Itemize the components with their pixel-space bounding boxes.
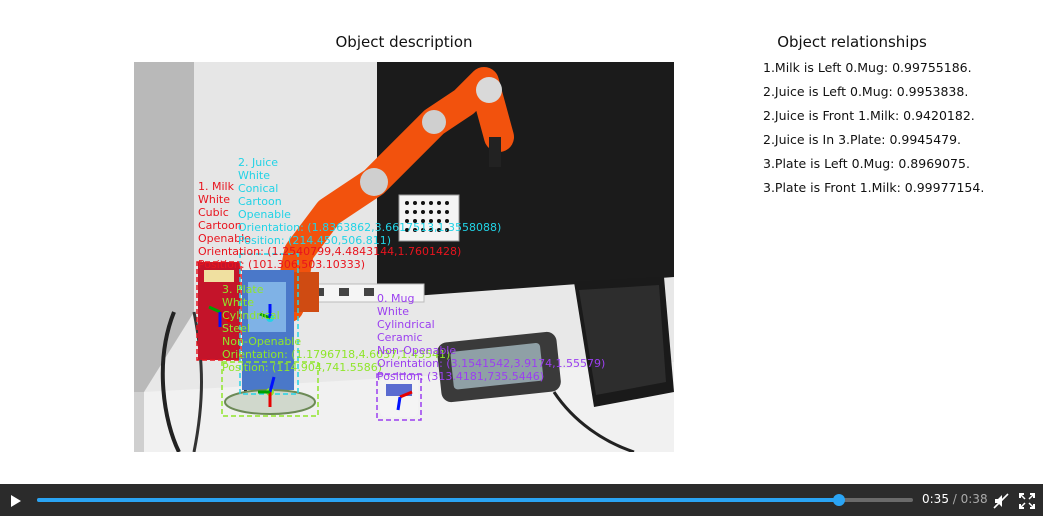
relationship-item: 2.Juice is Front 1.Milk: 0.9420182. [763, 108, 975, 123]
milk-line: Orientation: (1.2540799,4.4843144,1.7601… [198, 245, 461, 258]
time-separator: / [948, 492, 961, 506]
plate-label: 3. Plate White Cylindrical Steel Non-Ope… [222, 283, 454, 374]
juice-label: 2. Juice White Conical Cartoon Openable … [238, 156, 505, 247]
mug-line: 0. Mug [377, 292, 414, 305]
relationship-item: 3.Plate is Front 1.Milk: 0.99977154. [763, 180, 985, 195]
milk-line: Openable [198, 232, 251, 245]
plate-line: Non-Openable [222, 335, 301, 348]
mug-line: White [377, 305, 409, 318]
video-controls: 0:35 / 0:38 [0, 484, 1043, 516]
mug-line: Non-Openable [377, 344, 456, 357]
milk-line: Position: (101.306,503.10333) [198, 258, 365, 271]
fullscreen-button[interactable] [1019, 493, 1035, 509]
plate-line: Steel [222, 322, 250, 335]
juice-line: Openable [238, 208, 291, 221]
mug-axes [396, 390, 413, 411]
relationship-list: 1.Milk is Left 0.Mug: 0.99755186. 2.Juic… [763, 59, 984, 203]
plate-line: White [222, 296, 254, 309]
mug-line: Cylindrical [377, 318, 435, 331]
current-time: 0:35 [922, 492, 949, 506]
mug-label: 0. Mug White Cylindrical Ceramic Non-Ope… [377, 292, 609, 383]
milk-line: 1. Milk [198, 180, 235, 193]
mute-button[interactable] [993, 493, 1009, 509]
mug-line: Ceramic [377, 331, 423, 344]
milk-label: 1. Milk White Cubic Cartoon Openable Ori… [198, 180, 465, 271]
relationship-item: 2.Juice is In 3.Plate: 0.9945479. [763, 132, 962, 147]
plate-line: Cylindrical [222, 309, 280, 322]
relationship-item: 2.Juice is Left 0.Mug: 0.9953838. [763, 84, 969, 99]
milk-axes [208, 305, 232, 327]
relationship-item: 1.Milk is Left 0.Mug: 0.99755186. [763, 60, 972, 75]
fullscreen-icon [1019, 493, 1035, 509]
play-icon [11, 495, 21, 507]
time-display: 0:35 / 0:38 [922, 492, 988, 506]
mug-line: Orientation: (3.1541542,3.9174,1.55579) [377, 357, 605, 370]
progress-fill [37, 498, 839, 502]
scene-illustration [134, 62, 674, 452]
progress-thumb[interactable] [832, 494, 845, 506]
progress-bar[interactable] [37, 494, 913, 506]
object-labels: 1. Milk White Cubic Cartoon Openable Ori… [198, 156, 609, 383]
duration: 0:38 [960, 492, 988, 506]
plate-line: Position: (114.904,741.5586) [222, 361, 382, 374]
plate-line: 3. Plate [222, 283, 264, 296]
volume-muted-icon [993, 493, 1009, 509]
juice-line: Position: (214.450,506.811) [238, 234, 391, 247]
milk-line: Cubic [198, 206, 229, 219]
juice-line: White [238, 169, 270, 182]
juice-line: 2. Juice [238, 156, 278, 169]
plate-line: Orientation: (1.1796718,4.6037,1.43541) [222, 348, 450, 361]
milk-line: White [198, 193, 230, 206]
mug-line: Position: (313.4181,735.5446) [377, 370, 544, 383]
juice-line: Conical [238, 182, 278, 195]
object-description-title: Object description [335, 33, 473, 51]
juice-axes [259, 304, 274, 322]
object-relationships-title: Object relationships [777, 33, 927, 51]
relationship-item: 3.Plate is Left 0.Mug: 0.8969075. [763, 156, 970, 171]
play-button[interactable] [6, 492, 24, 510]
video-frame: Object description Object relationships [134, 33, 985, 452]
juice-line: Orientation: (1.8363862,3.6617513,1.3558… [238, 221, 501, 234]
scene-photo: 1. Milk White Cubic Cartoon Openable Ori… [134, 62, 674, 452]
plate-axes [258, 376, 276, 407]
juice-line: Cartoon [238, 195, 282, 208]
milk-line: Cartoon [198, 219, 242, 232]
